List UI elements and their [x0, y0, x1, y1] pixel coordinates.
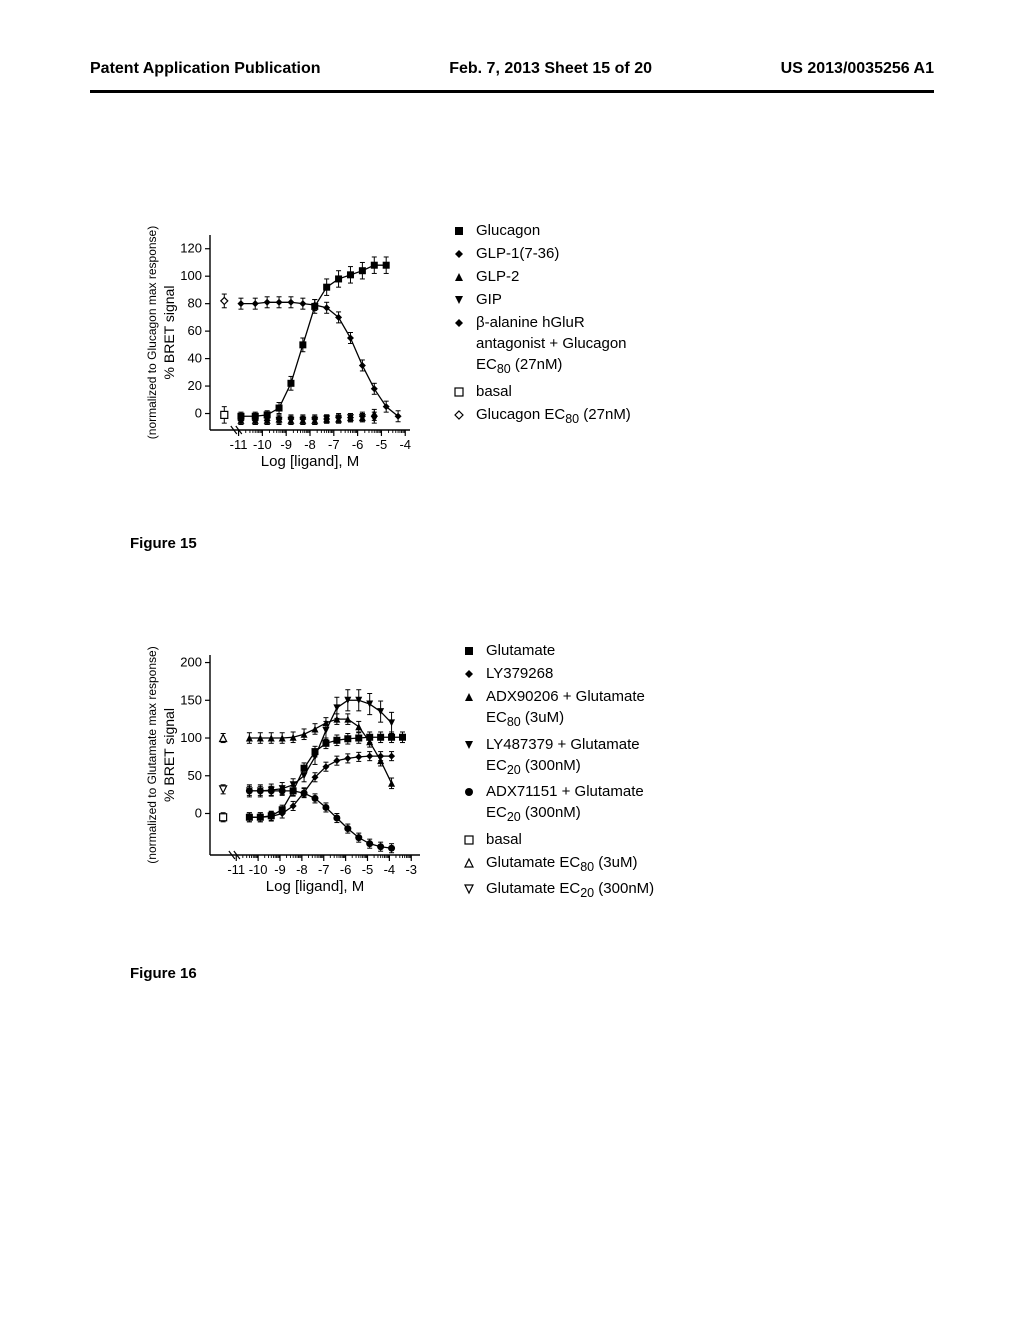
svg-text:120: 120 — [180, 241, 202, 256]
svg-text:-8: -8 — [296, 862, 308, 877]
legend-item: LY487379 + GlutamateEC20 (300nM) — [460, 734, 654, 780]
figure-15-chart: 0 20 40 60 80 100 120 -11 -10 -9 -8 -7 -6 -5 -4 Log [li… — [140, 220, 420, 495]
legend-item: GLP-1(7-36) — [450, 243, 631, 264]
svg-text:-6: -6 — [340, 862, 352, 877]
svg-text:-10: -10 — [249, 862, 268, 877]
legend-item: ADX71151 + GlutamateEC20 (300nM) — [460, 781, 654, 827]
svg-text:20: 20 — [188, 378, 202, 393]
legend-marker-icon — [460, 854, 478, 872]
legend-item: basal — [460, 829, 654, 850]
legend-item: GLP-2 — [450, 266, 631, 287]
legend-label: Glutamate EC20 (300nM) — [486, 878, 654, 903]
legend-item: Glutamate — [460, 640, 654, 661]
legend-label: GIP — [476, 289, 502, 310]
svg-text:% BRET signal: % BRET signal — [161, 708, 177, 802]
svg-text:(normalized to Glucagon max re: (normalized to Glucagon max response) — [145, 226, 159, 439]
svg-text:Log [ligand], M: Log [ligand], M — [266, 878, 364, 895]
legend-label: ADX71151 + GlutamateEC20 (300nM) — [486, 781, 644, 827]
svg-text:-4: -4 — [399, 437, 411, 452]
svg-text:0: 0 — [195, 406, 202, 421]
legend-label: Glutamate EC80 (3uM) — [486, 852, 637, 877]
legend-label: β-alanine hGluRantagonist + GlucagonEC80… — [476, 312, 627, 379]
legend-label: ADX90206 + GlutamateEC80 (3uM) — [486, 686, 645, 732]
svg-text:-6: -6 — [352, 437, 364, 452]
svg-text:Log [ligand], M: Log [ligand], M — [261, 453, 359, 470]
svg-text:0: 0 — [195, 805, 202, 820]
legend-item: Glucagon EC80 (27nM) — [450, 404, 631, 429]
legend-marker-icon — [450, 383, 468, 401]
legend-item: basal — [450, 381, 631, 402]
legend-item: Glutamate EC80 (3uM) — [460, 852, 654, 877]
svg-text:-10: -10 — [253, 437, 272, 452]
figure-15-row: 0 20 40 60 80 100 120 -11 -10 -9 -8 -7 -6 -5 -4 Log [li… — [140, 220, 631, 495]
legend-marker-icon — [460, 736, 478, 754]
figure-16-legend: Glutamate LY379268 ADX90206 + GlutamateE… — [460, 640, 654, 905]
legend-marker-icon — [450, 268, 468, 286]
legend-label: Glutamate — [486, 640, 555, 661]
legend-marker-icon — [450, 314, 468, 332]
header-left: Patent Application Publication — [90, 60, 321, 78]
legend-marker-icon — [460, 831, 478, 849]
figure-16-row: 0 50 100 150 200 -11 -10 -9 -8 -7 -6 -5 -4 -3 Log [lig… — [140, 640, 654, 925]
legend-label: GLP-2 — [476, 266, 519, 287]
legend-label: LY379268 — [486, 663, 553, 684]
legend-marker-icon — [460, 880, 478, 898]
figure-15-caption: Figure 15 — [130, 535, 631, 552]
header-right: US 2013/0035256 A1 — [781, 60, 934, 78]
legend-marker-icon — [460, 783, 478, 801]
svg-text:-8: -8 — [304, 437, 316, 452]
legend-item: ADX90206 + GlutamateEC80 (3uM) — [460, 686, 654, 732]
svg-text:-3: -3 — [405, 862, 417, 877]
svg-text:50: 50 — [188, 768, 202, 783]
svg-text:-5: -5 — [376, 437, 388, 452]
legend-marker-icon — [450, 222, 468, 240]
legend-marker-icon — [450, 406, 468, 424]
svg-text:-11: -11 — [230, 437, 248, 452]
legend-label: LY487379 + GlutamateEC20 (300nM) — [486, 734, 640, 780]
legend-item: LY379268 — [460, 663, 654, 684]
legend-item: GIP — [450, 289, 631, 310]
legend-item: β-alanine hGluRantagonist + GlucagonEC80… — [450, 312, 631, 379]
legend-marker-icon — [450, 245, 468, 263]
legend-label: basal — [486, 829, 522, 850]
page-header: Patent Application Publication Feb. 7, 2… — [0, 60, 1024, 78]
legend-label: Glucagon EC80 (27nM) — [476, 404, 631, 429]
svg-text:(normalized to Glutamate max r: (normalized to Glutamate max response) — [145, 646, 159, 863]
svg-text:80: 80 — [188, 296, 202, 311]
legend-item: Glucagon — [450, 220, 631, 241]
legend-marker-icon — [460, 642, 478, 660]
figure-15-legend: Glucagon GLP-1(7-36) GLP-2 GIP — [450, 220, 631, 430]
legend-label: GLP-1(7-36) — [476, 243, 559, 264]
legend-label: Glucagon — [476, 220, 540, 241]
svg-text:-4: -4 — [384, 862, 396, 877]
svg-text:100: 100 — [180, 730, 202, 745]
svg-text:-9: -9 — [280, 437, 292, 452]
page: Patent Application Publication Feb. 7, 2… — [0, 0, 1024, 1320]
svg-text:200: 200 — [180, 655, 202, 670]
legend-marker-icon — [450, 291, 468, 309]
svg-text:-7: -7 — [328, 437, 340, 452]
svg-text:60: 60 — [188, 323, 202, 338]
svg-text:40: 40 — [188, 351, 202, 366]
legend-label: basal — [476, 381, 512, 402]
svg-text:150: 150 — [180, 692, 202, 707]
figure-16-block: 0 50 100 150 200 -11 -10 -9 -8 -7 -6 -5 -4 -3 Log [lig… — [140, 640, 654, 982]
legend-marker-icon — [460, 665, 478, 683]
figure-15-block: 0 20 40 60 80 100 120 -11 -10 -9 -8 -7 -6 -5 -4 Log [li… — [140, 220, 631, 552]
svg-text:% BRET signal: % BRET signal — [161, 286, 177, 380]
svg-text:-5: -5 — [362, 862, 374, 877]
figure-16-chart: 0 50 100 150 200 -11 -10 -9 -8 -7 -6 -5 -4 -3 Log [lig… — [140, 640, 430, 925]
legend-marker-icon — [460, 688, 478, 706]
header-rule — [90, 90, 934, 93]
svg-text:100: 100 — [180, 268, 202, 283]
svg-text:-11: -11 — [227, 862, 245, 877]
header-center: Feb. 7, 2013 Sheet 15 of 20 — [449, 60, 652, 78]
legend-item: Glutamate EC20 (300nM) — [460, 878, 654, 903]
figure-16-caption: Figure 16 — [130, 965, 654, 982]
svg-text:-7: -7 — [318, 862, 330, 877]
svg-text:-9: -9 — [274, 862, 286, 877]
